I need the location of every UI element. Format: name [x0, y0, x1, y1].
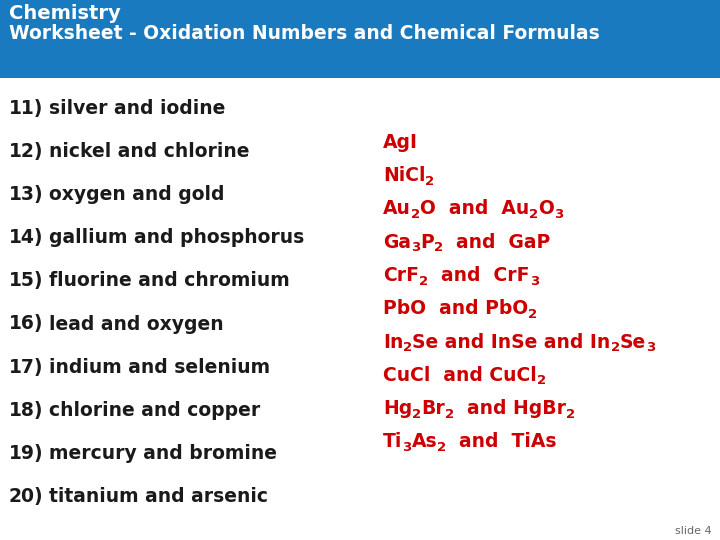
Text: 15): 15)	[9, 271, 43, 291]
Text: CrF: CrF	[383, 266, 419, 285]
Text: 11): 11)	[9, 98, 43, 118]
Text: CuCl  and CuCl: CuCl and CuCl	[383, 366, 536, 385]
Text: lead and oxygen: lead and oxygen	[49, 314, 224, 334]
Text: 2: 2	[434, 241, 443, 254]
Text: 16): 16)	[9, 314, 43, 334]
Text: 2: 2	[403, 341, 413, 354]
Text: Se and InSe and In: Se and InSe and In	[413, 333, 611, 352]
Text: nickel and chlorine: nickel and chlorine	[49, 141, 249, 161]
Text: Worksheet - Oxidation Numbers and Chemical Formulas: Worksheet - Oxidation Numbers and Chemic…	[9, 24, 599, 43]
Text: 2: 2	[529, 208, 539, 221]
Text: 2: 2	[426, 175, 435, 188]
Text: 2: 2	[412, 408, 421, 421]
Text: chlorine and copper: chlorine and copper	[49, 401, 260, 420]
Text: 3: 3	[411, 241, 420, 254]
Text: Chemistry: Chemistry	[9, 4, 120, 23]
Text: 2: 2	[437, 441, 446, 454]
Text: O: O	[539, 199, 554, 219]
Text: 2: 2	[419, 274, 428, 287]
Text: slide 4: slide 4	[675, 525, 711, 536]
Text: Br: Br	[421, 399, 445, 418]
Text: Se: Se	[620, 333, 646, 352]
Text: 3: 3	[554, 208, 564, 221]
Text: oxygen and gold: oxygen and gold	[49, 185, 225, 204]
Text: O  and  Au: O and Au	[420, 199, 529, 219]
Text: and HgBr: and HgBr	[454, 399, 566, 418]
Text: and  GaP: and GaP	[443, 233, 550, 252]
Text: 20): 20)	[9, 487, 43, 507]
Text: silver and iodine: silver and iodine	[49, 98, 225, 118]
Text: Ga: Ga	[383, 233, 411, 252]
Text: indium and selenium: indium and selenium	[49, 357, 270, 377]
Text: Au: Au	[383, 199, 411, 219]
Text: PbO  and PbO: PbO and PbO	[383, 299, 528, 318]
Text: 3: 3	[646, 341, 655, 354]
Text: 3: 3	[402, 441, 412, 454]
Text: 12): 12)	[9, 141, 43, 161]
Text: In: In	[383, 333, 403, 352]
Text: 3: 3	[530, 274, 539, 287]
Text: As: As	[412, 433, 437, 451]
Text: 13): 13)	[9, 185, 43, 204]
Text: 2: 2	[411, 208, 420, 221]
Text: 2: 2	[528, 308, 537, 321]
Text: 2: 2	[566, 408, 575, 421]
Text: AgI: AgI	[383, 133, 418, 152]
Text: Ti: Ti	[383, 433, 402, 451]
Text: Hg: Hg	[383, 399, 412, 418]
Text: fluorine and chromium: fluorine and chromium	[49, 271, 289, 291]
FancyBboxPatch shape	[0, 0, 720, 78]
Text: 14): 14)	[9, 228, 43, 247]
Text: NiCl: NiCl	[383, 166, 426, 185]
Text: gallium and phosphorus: gallium and phosphorus	[49, 228, 305, 247]
Text: mercury and bromine: mercury and bromine	[49, 444, 277, 463]
Text: 2: 2	[536, 374, 546, 387]
Text: 2: 2	[611, 341, 620, 354]
Text: and  TiAs: and TiAs	[446, 433, 557, 451]
Text: and  CrF: and CrF	[428, 266, 530, 285]
Text: 19): 19)	[9, 444, 43, 463]
Text: 17): 17)	[9, 357, 43, 377]
Text: titanium and arsenic: titanium and arsenic	[49, 487, 268, 507]
Text: 18): 18)	[9, 401, 43, 420]
Text: 2: 2	[445, 408, 454, 421]
Text: P: P	[420, 233, 434, 252]
